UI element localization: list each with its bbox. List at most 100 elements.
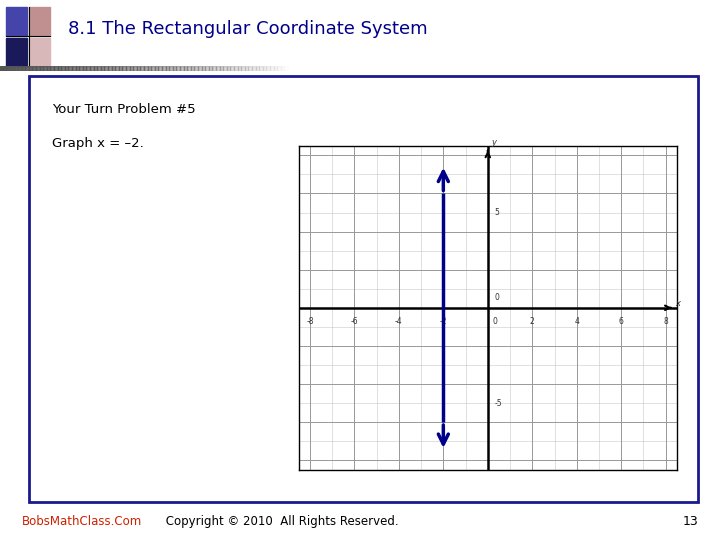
Bar [205, 66, 209, 71]
Bar [493, 66, 497, 71]
Bar [212, 66, 216, 71]
Bar [382, 66, 385, 71]
Bar [115, 66, 119, 71]
Bar [148, 66, 151, 71]
Bar [140, 66, 144, 71]
Bar [43, 66, 47, 71]
Text: -4: -4 [395, 318, 402, 326]
Bar [475, 66, 479, 71]
Bar [425, 66, 428, 71]
Text: 0: 0 [495, 293, 500, 302]
Bar [389, 66, 392, 71]
Bar [295, 66, 299, 71]
Bar [277, 66, 281, 71]
Bar [72, 66, 76, 71]
Bar [32, 66, 36, 71]
Bar [108, 66, 112, 71]
Bar [472, 66, 475, 71]
Bar [500, 66, 504, 71]
Bar [508, 66, 511, 71]
Bar [403, 66, 407, 71]
Bar [533, 66, 536, 71]
Bar [320, 66, 324, 71]
Bar [36, 66, 40, 71]
Text: 5: 5 [495, 208, 500, 217]
Bar [191, 66, 194, 71]
Bar [400, 66, 403, 71]
Bar [346, 66, 349, 71]
Bar [259, 66, 263, 71]
Bar [698, 66, 702, 71]
Bar [310, 66, 313, 71]
Bar [450, 66, 454, 71]
Bar [0, 66, 4, 71]
Bar [608, 66, 612, 71]
Bar [637, 66, 641, 71]
Bar [176, 66, 180, 71]
Bar [76, 66, 79, 71]
Bar [616, 66, 619, 71]
Bar [547, 66, 551, 71]
Bar [86, 66, 90, 71]
Bar [590, 66, 594, 71]
Bar [266, 66, 270, 71]
Bar [18, 66, 22, 71]
Text: Your Turn Problem #5: Your Turn Problem #5 [53, 103, 196, 116]
Bar [353, 66, 356, 71]
Bar [4, 66, 7, 71]
Bar [385, 66, 389, 71]
Bar [511, 66, 515, 71]
Bar [83, 66, 86, 71]
Bar [641, 66, 644, 71]
Bar [58, 66, 61, 71]
Bar [623, 66, 626, 71]
Bar [238, 66, 241, 71]
Bar [378, 66, 382, 71]
Bar [421, 66, 425, 71]
Bar [634, 66, 637, 71]
Bar [274, 66, 277, 71]
Bar [464, 66, 468, 71]
Bar [29, 66, 32, 71]
Text: -2: -2 [440, 318, 447, 326]
Bar [104, 66, 108, 71]
Bar [209, 66, 212, 71]
Bar [619, 66, 623, 71]
Bar [194, 66, 198, 71]
Bar [410, 66, 414, 71]
Bar [598, 66, 601, 71]
Bar [371, 66, 374, 71]
Bar [256, 66, 259, 71]
Bar [328, 66, 331, 71]
Bar [691, 66, 695, 71]
Bar [180, 66, 184, 71]
Text: 6: 6 [618, 318, 624, 326]
Bar [626, 66, 630, 71]
Bar [702, 66, 706, 71]
Bar [612, 66, 616, 71]
Bar [518, 66, 522, 71]
Bar [11, 66, 14, 71]
Bar [184, 66, 187, 71]
Bar [605, 66, 608, 71]
Bar [155, 66, 158, 71]
Bar [281, 66, 284, 71]
Bar [706, 66, 709, 71]
Bar [173, 66, 176, 71]
Bar [594, 66, 598, 71]
Bar [428, 66, 432, 71]
Bar [655, 66, 659, 71]
Bar [40, 66, 43, 71]
Bar [338, 66, 342, 71]
Bar [446, 66, 450, 71]
Bar [673, 66, 677, 71]
Bar [331, 66, 335, 71]
Bar [284, 66, 288, 71]
Bar [248, 66, 252, 71]
Bar [630, 66, 634, 71]
Bar [436, 66, 439, 71]
Bar [166, 66, 169, 71]
Bar [648, 66, 652, 71]
Bar [25, 66, 29, 71]
Text: -6: -6 [351, 318, 359, 326]
